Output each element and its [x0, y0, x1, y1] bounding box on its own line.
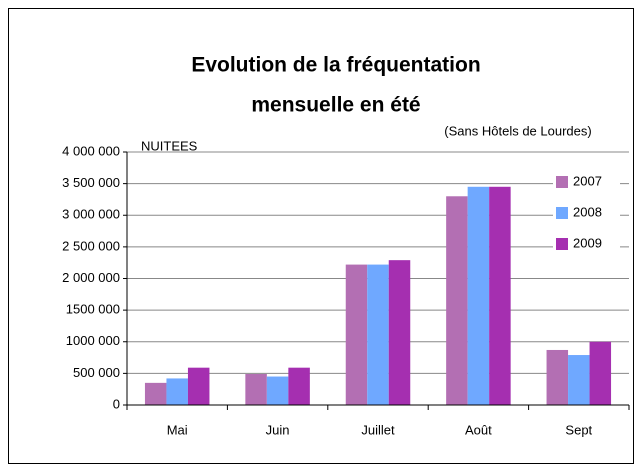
bar — [568, 355, 590, 405]
legend-background — [553, 172, 620, 192]
y-tick-label: 0 — [113, 396, 120, 411]
bar — [467, 186, 490, 405]
y-tick-label: 3 500 000 — [62, 175, 120, 190]
y-tick-label: 2 500 000 — [62, 238, 120, 253]
legend-swatch — [556, 238, 568, 250]
bar — [166, 378, 188, 405]
bar — [446, 196, 468, 405]
x-tick-label: Juin — [266, 422, 290, 437]
y-tick-label: 4 000 000 — [62, 143, 120, 158]
x-tick-label: Août — [465, 422, 492, 437]
y-tick-label: 2 000 000 — [62, 270, 120, 285]
y-tick-label: 3 000 000 — [62, 207, 120, 222]
legend-label: 2007 — [573, 173, 602, 188]
bar — [266, 376, 289, 405]
legend-swatch — [556, 207, 568, 219]
legend-label: 2009 — [573, 235, 602, 250]
bar — [388, 260, 411, 405]
bar — [345, 264, 368, 405]
bar — [144, 382, 167, 405]
bar — [367, 264, 389, 405]
y-axis-label: NUITEES — [141, 138, 198, 153]
x-tick-label: Sept — [565, 422, 592, 437]
legend-swatch — [556, 176, 568, 188]
legend-label: 2008 — [573, 204, 602, 219]
legend-background — [553, 234, 620, 254]
y-tick-label: 1000 000 — [66, 333, 120, 348]
y-tick-label: 500 000 — [73, 365, 120, 380]
annotation: (Sans Hôtels de Lourdes) — [444, 123, 591, 138]
x-tick-label: Mai — [167, 422, 188, 437]
bar — [489, 186, 511, 405]
bar — [589, 341, 612, 405]
x-tick-label: Juillet — [361, 422, 395, 437]
bar — [546, 349, 569, 405]
chart-title: mensuelle en été — [251, 94, 420, 117]
chart-title: Evolution de la fréquentation — [191, 54, 480, 77]
chart-border — [8, 8, 634, 464]
bar — [245, 374, 267, 405]
bar — [288, 367, 310, 405]
y-tick-label: 1500 000 — [66, 302, 120, 317]
bar — [187, 367, 210, 405]
legend-background — [553, 203, 620, 223]
